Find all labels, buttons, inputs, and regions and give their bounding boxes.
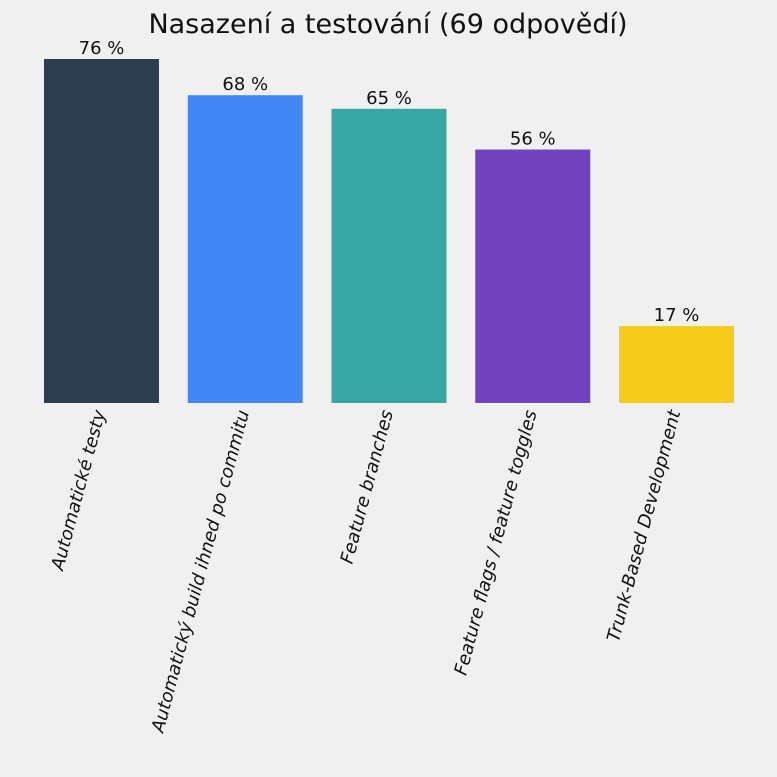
x-tick-label-automaticke-testy: Automatické testy <box>47 408 110 574</box>
x-tick-label-feature-flags-feature-toggles: Feature flags / feature toggles <box>450 408 541 678</box>
value-label-automaticky-build-ihned-po-commitu: 68 % <box>222 74 268 95</box>
value-label-feature-flags-feature-toggles: 56 % <box>510 129 556 150</box>
bar-feature-branches <box>331 108 447 403</box>
x-tick-label-trunk-based-development: Trunk-Based Development <box>603 407 685 644</box>
bar-trunk-based-development <box>619 326 734 403</box>
value-label-automaticke-testy: 76 % <box>79 38 125 59</box>
bar-automaticke-testy <box>44 59 159 403</box>
value-label-feature-branches: 65 % <box>366 88 412 109</box>
x-tick-labels-group: Automatické testy Automatický build ihned… <box>47 407 685 736</box>
bars-group <box>44 59 734 404</box>
bar-feature-flags-feature-toggles <box>475 149 591 403</box>
chart-title: Nasazení a testování (69 odpovědí) <box>148 9 627 40</box>
x-tick-label-automaticky-build-ihned-po-commitu: Automatický build ihned po commitu <box>147 408 254 736</box>
bar-automaticky-build-ihned-po-commitu <box>187 95 303 404</box>
value-labels-group: 76 % 68 % 65 % 56 % 17 % <box>79 38 700 326</box>
value-label-trunk-based-development: 17 % <box>654 305 700 326</box>
x-tick-label-feature-branches: Feature branches <box>337 408 398 566</box>
